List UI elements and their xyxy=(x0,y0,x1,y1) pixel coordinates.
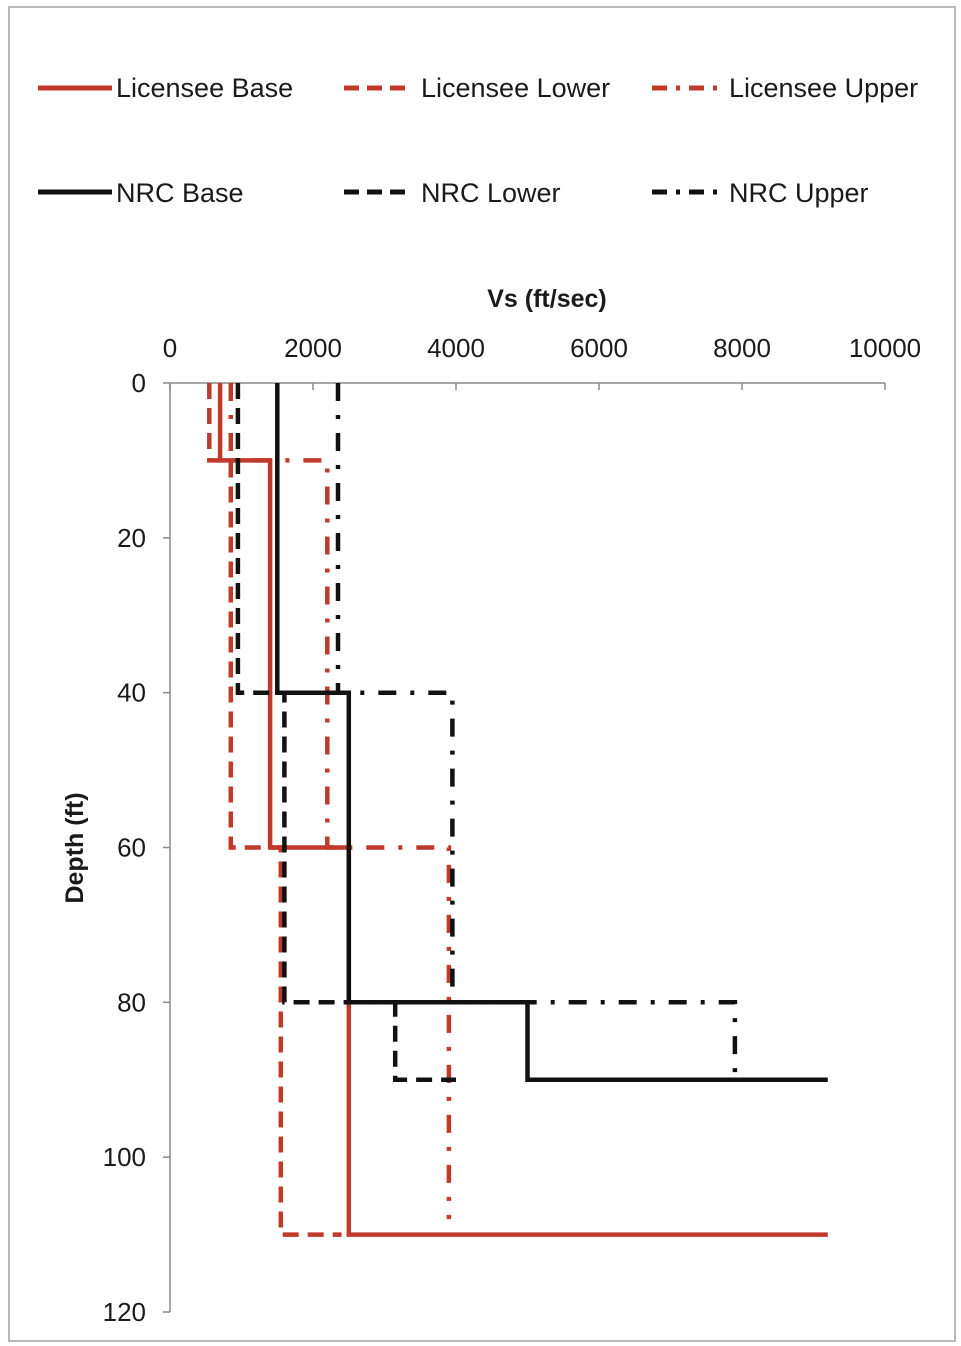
x-tick-label: 4000 xyxy=(427,333,485,363)
y-axis-title: Depth (ft) xyxy=(61,792,89,903)
legend-label: NRC Lower xyxy=(421,178,561,208)
legend-item-nrc-base: NRC Base xyxy=(38,178,244,208)
legend-label: NRC Upper xyxy=(729,178,869,208)
series-line-nrc-lower xyxy=(235,383,456,1083)
y-tick-label: 40 xyxy=(117,678,146,708)
series-line-nrc-upper xyxy=(335,383,738,1080)
chart-frame xyxy=(8,6,956,1342)
series-line-licensee-upper xyxy=(228,383,452,1220)
x-tick-label: 2000 xyxy=(284,333,342,363)
legend-label: Licensee Lower xyxy=(421,73,610,103)
y-tick-label: 60 xyxy=(117,833,146,863)
x-tick-label: 6000 xyxy=(570,333,628,363)
x-tick-label: 0 xyxy=(163,333,177,363)
series-group xyxy=(207,383,828,1237)
legend-item-licensee-lower: Licensee Lower xyxy=(344,73,610,103)
y-tick-label: 80 xyxy=(117,987,146,1017)
series-line-licensee-lower xyxy=(207,383,342,1237)
legend-item-nrc-lower: NRC Lower xyxy=(344,178,561,208)
legend-item-licensee-upper: Licensee Upper xyxy=(652,73,918,103)
legend-item-licensee-base: Licensee Base xyxy=(38,73,293,103)
y-tick-label: 20 xyxy=(117,523,146,553)
legend-label: NRC Base xyxy=(116,178,244,208)
axes: 0 2000 4000 6000 8000 10000 0 20 40 60 80 100 120 xyxy=(103,333,922,1327)
series-line-nrc-base xyxy=(275,383,828,1083)
y-tick-label: 0 xyxy=(132,368,146,398)
x-tick-label: 8000 xyxy=(713,333,771,363)
legend-label: Licensee Upper xyxy=(729,73,918,103)
x-tick-label: 10000 xyxy=(849,333,921,363)
y-tick-label: 100 xyxy=(103,1142,146,1172)
legend-label: Licensee Base xyxy=(116,73,293,103)
series-line-licensee-base xyxy=(217,383,828,1237)
x-axis-title: Vs (ft/sec) xyxy=(487,285,606,313)
y-tick-label: 120 xyxy=(103,1297,146,1327)
chart-legend: Licensee Base Licensee Lower Licensee Up… xyxy=(38,73,918,208)
legend-item-nrc-upper: NRC Upper xyxy=(652,178,869,208)
